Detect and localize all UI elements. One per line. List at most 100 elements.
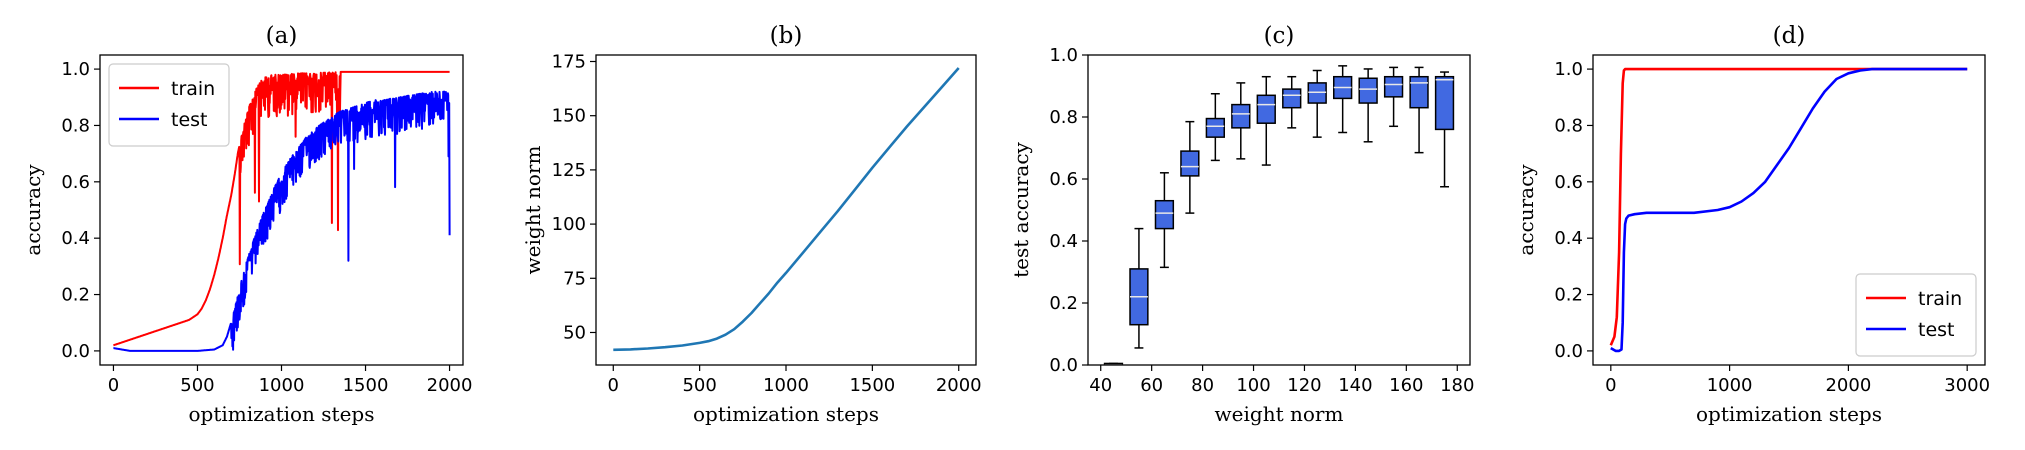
legend-frame [108, 63, 230, 147]
chart-title: (c) [1264, 23, 1295, 49]
y-tick-label: 0.2 [1049, 293, 1078, 314]
y-tick-label: 0.0 [1554, 341, 1583, 362]
box-10 [1358, 68, 1378, 143]
legend-label-test: test [1918, 319, 1955, 341]
box-13 [1434, 71, 1455, 188]
box-4 [1205, 93, 1225, 162]
series-line-line [613, 67, 960, 352]
box-body [1358, 77, 1378, 104]
y-tick-label: 150 [552, 106, 586, 127]
x-tick-label: 80 [1191, 375, 1214, 396]
box-body [1434, 75, 1455, 131]
panel-3: 40 60 80 100 120 140 160 180 0.0 0.2 0.4 0.6 0.8 1.0 (… [1009, 23, 1474, 426]
x-tick-label: 0 [608, 375, 619, 396]
series-line-test [1610, 67, 1968, 353]
x-axis-label: optimization steps [1696, 402, 1882, 426]
x-tick-label: 100 [1236, 375, 1270, 396]
box-1 [1129, 227, 1149, 349]
x-tick-label: 180 [1440, 375, 1474, 396]
y-tick-label: 0.6 [61, 172, 90, 193]
x-tick-label: 2000 [427, 375, 473, 396]
y-tick-label: 50 [563, 322, 586, 343]
chart-title: (a) [266, 23, 298, 49]
y-tick-label: 100 [552, 214, 586, 235]
y-tick-label: 0.2 [1554, 285, 1583, 306]
x-tick-label: 2000 [1825, 375, 1871, 396]
x-axis-label: optimization steps [693, 402, 879, 426]
x-tick-label: 1500 [849, 375, 895, 396]
panel-4: 0 1000 2000 3000 0.0 0.2 0.4 0.6 0.8 1.0 (d) optimi… [1514, 23, 1990, 426]
series-line-test [112, 90, 451, 352]
box-body [1383, 75, 1404, 98]
box-body [1154, 199, 1175, 230]
x-tick-label: 40 [1089, 375, 1112, 396]
x-tick-label: 1000 [259, 375, 305, 396]
box-body [1409, 75, 1429, 109]
chart-title: (b) [770, 23, 803, 49]
x-tick-label: 120 [1287, 375, 1321, 396]
box-11 [1383, 66, 1404, 128]
legend-frame [1855, 273, 1977, 357]
box-12 [1409, 66, 1429, 154]
plot-area [1609, 67, 1968, 353]
x-tick-label: 500 [682, 375, 716, 396]
box-9 [1333, 65, 1353, 134]
y-axis-label: accuracy [1514, 164, 1538, 256]
y-tick-label: 1.0 [1049, 45, 1078, 66]
y-tick-label: 1.0 [1554, 59, 1583, 80]
box-body [1205, 117, 1225, 138]
axes-frame [595, 54, 977, 366]
y-tick-label: 1.0 [61, 59, 90, 80]
x-tick-label: 140 [1338, 375, 1372, 396]
chart-title: (d) [1773, 23, 1806, 49]
plot-area [112, 70, 451, 352]
x-tick-label: 1000 [1707, 375, 1753, 396]
box-body [1180, 150, 1200, 177]
x-tick-label: 500 [180, 375, 214, 396]
y-tick-label: 0.4 [1554, 228, 1583, 249]
box-2 [1154, 172, 1175, 269]
y-tick-label: 125 [552, 160, 586, 181]
x-tick-label: 0 [108, 375, 119, 396]
y-tick-label: 0.2 [61, 285, 90, 306]
x-tick-label: 60 [1140, 375, 1163, 396]
box-body [1231, 103, 1251, 129]
y-axis-label: test accuracy [1009, 141, 1033, 277]
plot-area [613, 67, 960, 352]
y-tick-label: 0.6 [1049, 169, 1078, 190]
box-body [1103, 362, 1124, 365]
series-line-train [112, 70, 451, 347]
y-axis-label: weight norm [521, 146, 545, 275]
box-3 [1180, 120, 1200, 214]
axes-frame [1087, 54, 1471, 366]
x-tick-label: 160 [1389, 375, 1423, 396]
box-8 [1307, 69, 1327, 138]
y-tick-label: 0.8 [1554, 115, 1583, 136]
plot-area [1103, 65, 1455, 365]
legend-label-train: train [171, 78, 215, 100]
panel-1: 0 500 1000 1500 2000 0.0 0.2 0.4 0.6 0.8 1.0 (a) opt… [21, 23, 472, 426]
legend: train test [1855, 273, 1977, 357]
legend: train test [108, 63, 230, 147]
y-tick-label: 0.0 [1049, 355, 1078, 376]
axes-frame [1592, 54, 1986, 366]
box-5 [1231, 82, 1251, 160]
y-tick-label: 0.4 [61, 228, 90, 249]
box-7 [1282, 75, 1302, 129]
box-body [1282, 88, 1302, 109]
y-axis-label: accuracy [21, 164, 45, 256]
y-tick-label: 0.6 [1554, 172, 1583, 193]
x-tick-label: 2000 [936, 375, 982, 396]
box-6 [1256, 75, 1276, 166]
x-tick-label: 1000 [763, 375, 809, 396]
x-axis-label: optimization steps [188, 402, 374, 426]
y-tick-label: 0.8 [61, 115, 90, 136]
x-tick-label: 0 [1605, 375, 1616, 396]
y-tick-label: 0.8 [1049, 107, 1078, 128]
box-0 [1103, 362, 1124, 365]
panel-2: 0 500 1000 1500 2000 50 75 100 125 150 175 (b) optim… [521, 23, 982, 426]
legend-label-train: train [1918, 288, 1962, 310]
x-tick-label: 3000 [1944, 375, 1990, 396]
box-body [1307, 82, 1327, 104]
